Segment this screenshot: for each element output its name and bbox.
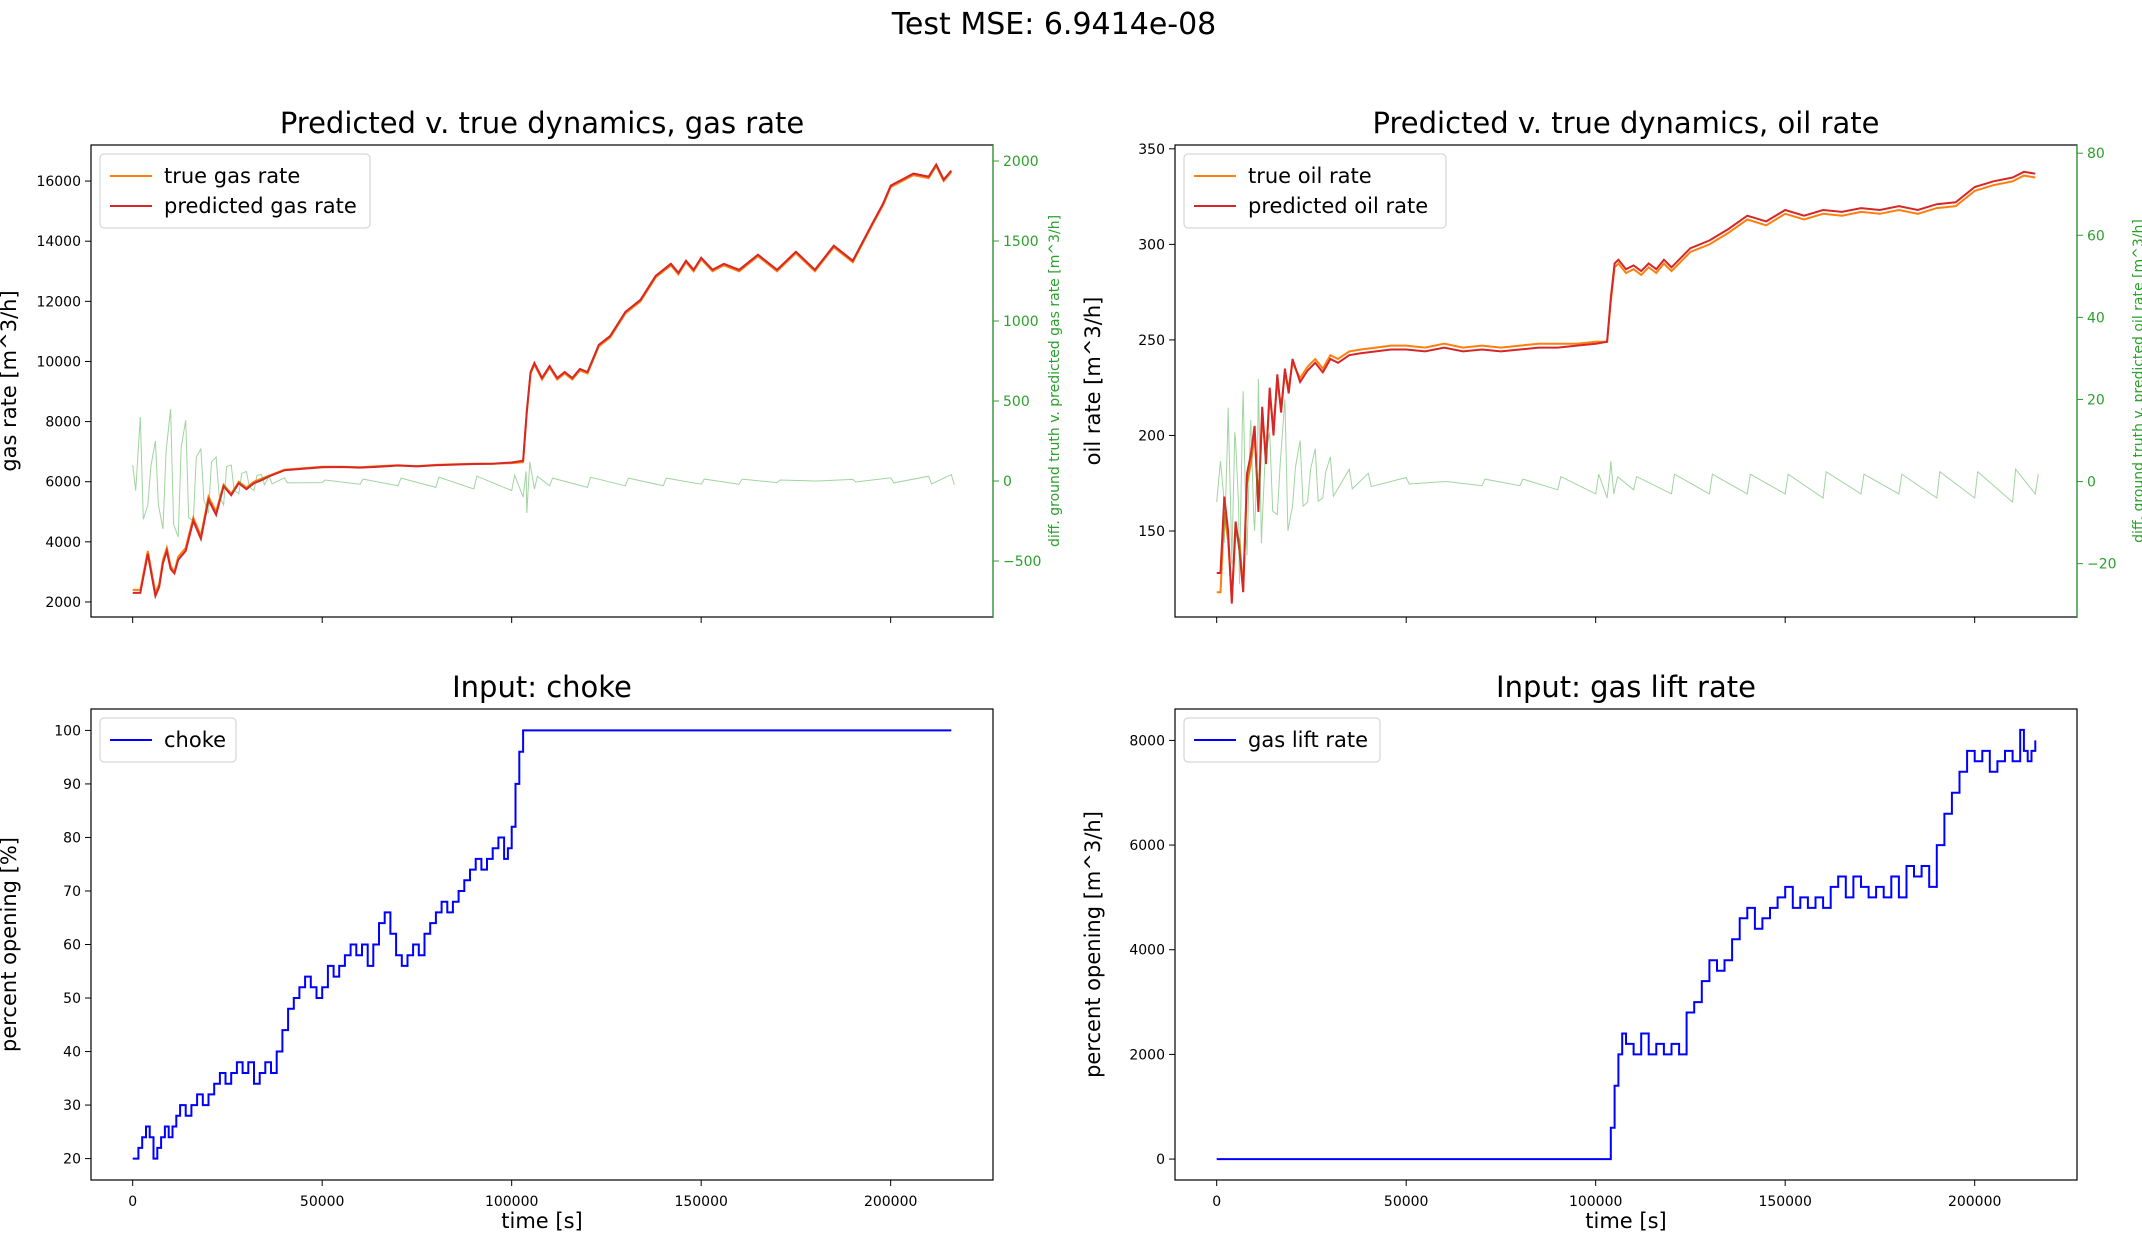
y-tick-label: 200: [1138, 428, 1165, 444]
y-tick-label: 80: [63, 830, 81, 846]
y-right-tick-label: 2000: [1003, 154, 1039, 170]
x-axis-label: time [s]: [1585, 1209, 1666, 1233]
chart-gas: [85, 144, 999, 623]
y-tick-label: 150: [1138, 524, 1165, 540]
y-right-tick-label: −20: [2087, 557, 2117, 573]
y-tick-label: 100: [54, 723, 81, 739]
y-tick-label: 6000: [1129, 838, 1165, 854]
series-line-input: [132, 729, 952, 1160]
x-tick-label: 150000: [1758, 1194, 1811, 1210]
series-diff-line: [132, 408, 955, 538]
y-tick-label: 4000: [45, 535, 81, 551]
y-axis-label: gas rate [m^3/h]: [0, 290, 21, 471]
y-tick-label: 90: [63, 777, 81, 793]
y-tick-label: 16000: [36, 174, 81, 190]
plot-frame: [90, 708, 994, 1181]
chart-oil: [1169, 144, 2083, 623]
x-tick-label: 150000: [674, 1194, 727, 1210]
y-right-tick-label: 20: [2087, 392, 2105, 408]
x-tick-label: 100000: [1569, 1194, 1622, 1210]
legend-label: gas lift rate: [1248, 728, 1368, 752]
series-line-input: [1216, 728, 2037, 1161]
legend: [1183, 153, 1447, 229]
legend: [99, 717, 237, 763]
chart-title: Predicted v. true dynamics, gas rate: [280, 106, 804, 140]
legend-label: predicted gas rate: [164, 194, 357, 218]
x-tick-label: 200000: [1948, 1194, 2001, 1210]
y-tick-label: 8000: [1129, 733, 1165, 749]
y-tick-label: 50: [63, 991, 81, 1007]
chart-gaslift: [1169, 708, 2078, 1186]
y-tick-label: 12000: [36, 294, 81, 310]
y-right-tick-label: 0: [2087, 475, 2096, 491]
y-axis-label: percent opening [m^3/h]: [1081, 811, 1105, 1078]
y-right-axis-label: diff. ground truth v. predicted gas rate…: [1047, 215, 1063, 547]
y-right-tick-label: 60: [2087, 228, 2105, 244]
legend: [99, 153, 371, 229]
x-tick-label: 200000: [864, 1194, 917, 1210]
y-right-tick-label: −500: [1003, 554, 1041, 570]
x-tick-label: 50000: [300, 1194, 345, 1210]
y-tick-label: 20: [63, 1152, 81, 1168]
y-axis-label: oil rate [m^3/h]: [1081, 297, 1105, 466]
x-axis-label: time [s]: [501, 1209, 582, 1233]
legend: [1183, 717, 1381, 763]
legend-label: true gas rate: [164, 164, 300, 188]
x-tick-label: 0: [128, 1194, 137, 1210]
y-tick-label: 300: [1138, 237, 1165, 253]
y-tick-label: 6000: [45, 475, 81, 491]
y-right-tick-label: 1500: [1003, 234, 1039, 250]
y-tick-label: 10000: [36, 354, 81, 370]
y-tick-label: 8000: [45, 415, 81, 431]
y-axis-label: percent opening [%]: [0, 837, 21, 1052]
y-tick-label: 30: [63, 1098, 81, 1114]
y-tick-label: 2000: [45, 595, 81, 611]
legend-box: [99, 717, 237, 763]
y-tick-label: 250: [1138, 333, 1165, 349]
series-line-predicted: [1216, 170, 2036, 604]
y-tick-label: 2000: [1129, 1047, 1165, 1063]
chart-title: Input: choke: [452, 670, 632, 704]
legend-label: true oil rate: [1248, 164, 1372, 188]
legend-label: choke: [164, 728, 226, 752]
y-tick-label: 14000: [36, 234, 81, 250]
legend-box: [99, 153, 371, 229]
y-right-tick-label: 0: [1003, 474, 1012, 490]
series-line-predicted: [132, 162, 953, 600]
y-right-tick-label: 40: [2087, 310, 2105, 326]
x-tick-label: 0: [1212, 1194, 1221, 1210]
x-tick-label: 50000: [1384, 1194, 1429, 1210]
y-right-tick-label: 500: [1003, 394, 1030, 410]
series-diff-line: [1216, 378, 2039, 585]
figure-title: Test MSE: 6.9414e-08: [891, 7, 1217, 42]
legend-box: [1183, 153, 1447, 229]
y-tick-label: 60: [63, 938, 81, 954]
y-tick-label: 4000: [1129, 943, 1165, 959]
y-tick-label: 350: [1138, 142, 1165, 158]
series-line-true: [1216, 174, 2036, 598]
y-tick-label: 70: [63, 884, 81, 900]
chart-title: Predicted v. true dynamics, oil rate: [1373, 106, 1880, 140]
y-right-tick-label: 80: [2087, 146, 2105, 162]
y-right-axis-label: diff. ground truth v. predicted oil rate…: [2131, 219, 2142, 543]
legend-label: predicted oil rate: [1248, 194, 1428, 218]
chart-title: Input: gas lift rate: [1496, 670, 1756, 704]
y-right-tick-label: 1000: [1003, 314, 1039, 330]
chart-choke: [85, 708, 994, 1186]
y-tick-label: 40: [63, 1045, 81, 1061]
x-tick-label: 100000: [485, 1194, 538, 1210]
plot-frame: [1174, 708, 2078, 1181]
y-tick-label: 0: [1156, 1152, 1165, 1168]
legend-box: [1183, 717, 1381, 763]
